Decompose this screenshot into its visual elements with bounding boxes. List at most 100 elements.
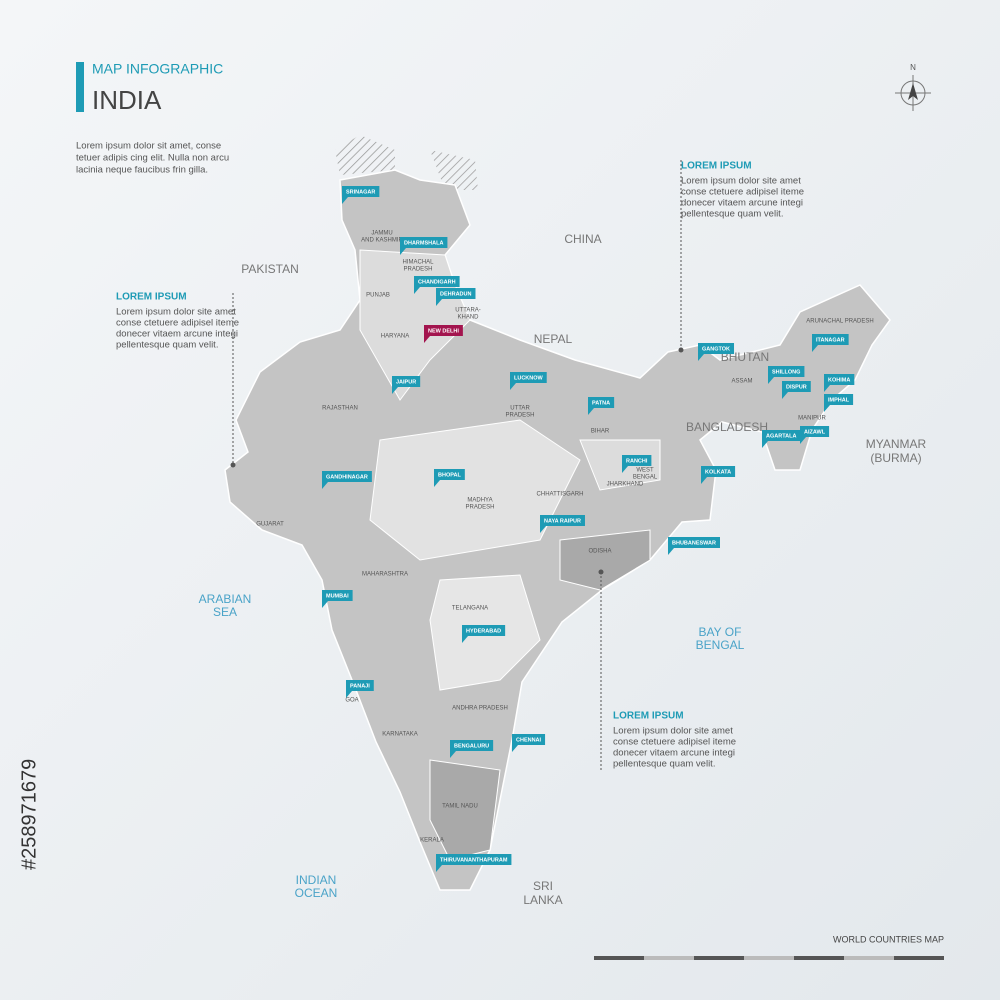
state-label: GUJARAT [256, 522, 284, 528]
callout-text: conse ctetuere adipisel iteme [613, 737, 736, 748]
pin-flag [436, 854, 512, 865]
pin-tail [782, 392, 788, 399]
pin-flag [768, 366, 805, 377]
state-label: JAMMU [371, 231, 392, 237]
neighbor-label: SRI [533, 879, 553, 893]
state-label: PRADESH [465, 505, 494, 511]
pin-flag [762, 430, 801, 441]
state-label: RAJASTHAN [322, 406, 358, 412]
city-label: PANAJI [350, 683, 370, 689]
city-label: DEHRADUN [440, 291, 472, 297]
city-pin: PATNA [588, 397, 615, 415]
city-label: GANDHINAGAR [326, 474, 368, 480]
city-pin: SRINAGAR [342, 186, 380, 204]
title-bar [76, 62, 84, 112]
pin-tail [322, 601, 328, 608]
pin-flag [450, 740, 494, 751]
state-label: MADHYA [467, 498, 492, 504]
city-pin: KOLKATA [701, 466, 736, 484]
city-pin: GANGTOK [698, 343, 735, 361]
city-pin: CHENNAI [512, 734, 546, 752]
state-label: PUNJAB [366, 293, 390, 299]
pin-tail [462, 636, 468, 643]
sea-label: BENGAL [696, 638, 745, 652]
pin-tail [434, 480, 440, 487]
pin-flag [434, 469, 465, 480]
callout-text: pellentesque quam velit. [613, 759, 715, 770]
callout-text: donecer vitaem arcune integi [116, 329, 238, 340]
pin-flag [701, 466, 736, 477]
pin-tail [424, 336, 430, 343]
state-label: BENGAL [633, 475, 658, 481]
callout-lines [230, 160, 684, 770]
pin-tail [392, 387, 398, 394]
pin-tail [824, 405, 830, 412]
city-pin: AIZAWL [800, 426, 830, 444]
city-pin: BHOPAL [434, 469, 465, 487]
city-label: IMPHAL [828, 397, 850, 403]
city-label: BENGALURU [454, 743, 489, 749]
neighbor-label: PAKISTAN [241, 262, 299, 276]
disputed-area [335, 135, 478, 190]
pin-tail [342, 197, 348, 204]
city-label: THIRUVANANTHAPURAM [440, 857, 508, 863]
pin-tail [450, 751, 456, 758]
sea-label: INDIAN [296, 873, 337, 887]
city-pin: LUCKNOW [510, 372, 547, 390]
pin-tail [512, 745, 518, 752]
state-label: ANDHRA PRADESH [452, 706, 508, 712]
city-pin: NEW DELHI [424, 325, 463, 343]
pin-flag [812, 334, 849, 345]
city-label: PATNA [592, 400, 610, 406]
pin-tail [762, 441, 768, 448]
state-label: KERALA [420, 838, 444, 844]
callout-text: pellentesque quam velit. [116, 340, 218, 351]
city-pin: BENGALURU [450, 740, 494, 758]
pin-tail [701, 477, 707, 484]
city-pin: GANDHINAGAR [322, 471, 372, 489]
city-pin: DISPUR [782, 381, 811, 399]
pin-flag [824, 394, 854, 405]
callout-text: Lorem ipsum dolor site amet [613, 726, 733, 737]
state-label: JHARKHAND [607, 482, 644, 488]
state-label: GOA [345, 698, 358, 704]
state-label: KHAND [457, 315, 479, 321]
city-label: AIZAWL [804, 429, 826, 435]
pin-flag [322, 471, 372, 482]
state-label: TAMIL NADU [442, 804, 478, 810]
state-label: MAHARASHTRA [362, 572, 408, 578]
city-label: HYDERABAD [466, 628, 501, 634]
pin-tail [400, 248, 406, 255]
neighbor-label: (BURMA) [870, 451, 921, 465]
footer: WORLD COUNTRIES MAP [833, 934, 944, 944]
callout-title: LOREM IPSUM [613, 711, 684, 722]
state-label: HIMACHAL [402, 260, 434, 266]
city-pin: CHANDIGARH [414, 276, 460, 294]
callout-title: LOREM IPSUM [681, 161, 752, 172]
neighbor-label: LANKA [523, 893, 562, 907]
city-label: DHARMSHALA [404, 240, 443, 246]
city-label: SRINAGAR [346, 189, 375, 195]
callout-text: pellentesque quam velit. [681, 209, 783, 220]
city-pin: HYDERABAD [462, 625, 506, 643]
pin-tail [588, 408, 594, 415]
city-label: BHOPAL [438, 472, 461, 478]
pin-tail [812, 345, 818, 352]
intro-line: Lorem ipsum dolor sit amet, conse [76, 141, 221, 152]
city-label: NAYA RAIPUR [544, 518, 581, 524]
scale-bar [594, 956, 944, 960]
pin-flag [510, 372, 547, 383]
callout-text: Lorem ipsum dolor site amet [681, 176, 801, 187]
pin-tail [824, 385, 830, 392]
city-label: KOHIMA [828, 377, 850, 383]
callout-title: LOREM IPSUM [116, 292, 187, 303]
state-label: CHHATTISGARH [537, 492, 584, 498]
city-label: ITANAGAR [816, 337, 845, 343]
callout-text: conse ctetuere adipisel iteme [116, 318, 239, 329]
city-label: CHANDIGARH [418, 279, 456, 285]
city-pin: RANCHI [622, 455, 652, 473]
pin-flag [512, 734, 546, 745]
subtitle: MAP INFOGRAPHIC [92, 61, 223, 77]
pin-tail [622, 466, 628, 473]
